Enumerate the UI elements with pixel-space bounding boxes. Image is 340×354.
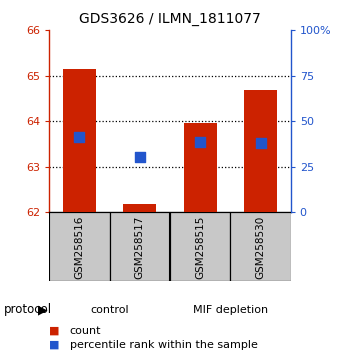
- Bar: [170, 212, 231, 281]
- Text: ■: ■: [49, 326, 60, 336]
- Text: MIF depletion: MIF depletion: [193, 305, 268, 315]
- Bar: [109, 212, 170, 281]
- Text: ▶: ▶: [38, 303, 47, 316]
- Bar: [123, 204, 156, 212]
- Text: count: count: [70, 326, 101, 336]
- Text: protocol: protocol: [3, 303, 52, 316]
- Point: [258, 140, 263, 146]
- Text: GDS3626 / ILMN_1811077: GDS3626 / ILMN_1811077: [79, 12, 261, 26]
- Bar: [49, 212, 109, 281]
- Text: GSM258517: GSM258517: [135, 215, 145, 279]
- Point: [137, 154, 142, 160]
- Bar: [244, 90, 277, 212]
- Point: [198, 139, 203, 144]
- Bar: [63, 69, 96, 212]
- Text: GSM258530: GSM258530: [256, 215, 266, 279]
- Text: GSM258516: GSM258516: [74, 215, 84, 279]
- Bar: [231, 212, 291, 281]
- Text: ■: ■: [49, 340, 60, 350]
- Point: [77, 135, 82, 140]
- Bar: [184, 122, 217, 212]
- Text: percentile rank within the sample: percentile rank within the sample: [70, 340, 258, 350]
- Text: control: control: [90, 305, 129, 315]
- Text: GSM258515: GSM258515: [195, 215, 205, 279]
